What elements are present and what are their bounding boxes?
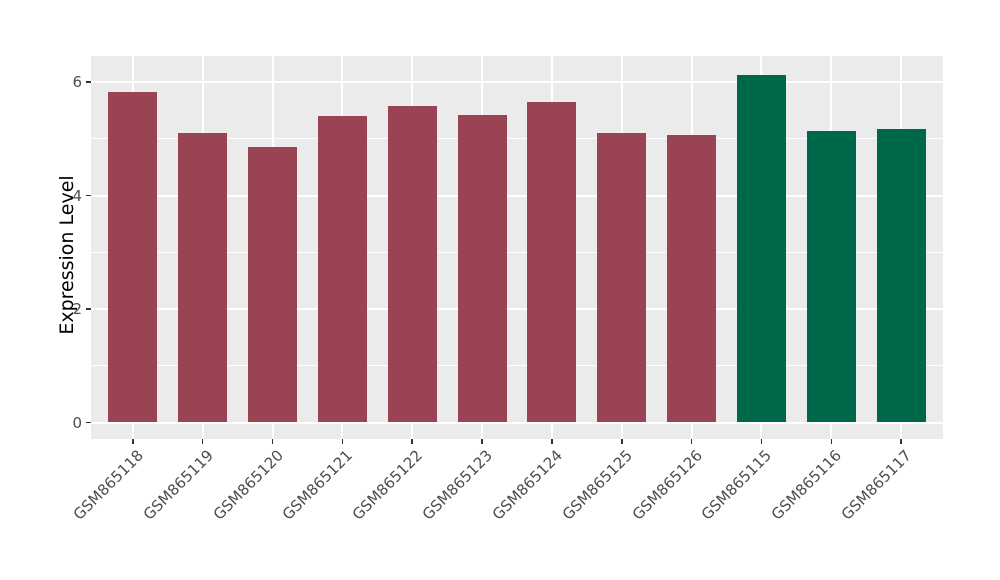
x-tick-mark-GSM865117 [900,439,902,444]
gridline-zero-overlay [91,421,943,424]
gridline-major-y6 [91,81,943,84]
x-tick-label-GSM865125: GSM865125 [558,446,636,524]
x-tick-mark-GSM865116 [830,439,832,444]
x-tick-label-GSM865122: GSM865122 [348,446,427,524]
y-tick-label-6: 6 [72,73,82,92]
x-tick-mark-GSM865125 [621,439,623,444]
x-tick-label-GSM865126: GSM865126 [628,446,706,524]
x-tick-label-GSM865116: GSM865116 [767,446,846,524]
gridline-minor-y1 [91,365,943,367]
bar-GSM865116 [806,130,856,422]
bar-GSM865121 [317,116,367,422]
x-tick-mark-GSM865120 [271,439,274,444]
bar-GSM865118 [108,91,158,422]
x-tick-mark-GSM865124 [551,439,553,444]
x-tick-mark-GSM865126 [690,439,693,444]
x-tick-label-GSM865115: GSM865115 [698,446,776,524]
x-tick-label-GSM865120: GSM865120 [209,446,287,524]
x-tick-mark-GSM865119 [201,439,204,444]
gridline-major-y2 [91,308,943,311]
x-tick-label-GSM865118: GSM865118 [69,446,147,524]
x-tick-label-GSM865117: GSM865117 [837,446,916,524]
x-tick-label-GSM865124: GSM865124 [488,446,566,524]
gridline-major-y4 [91,194,943,197]
bar-GSM865119 [178,133,228,422]
bar-GSM865125 [597,133,647,422]
x-tick-mark-GSM865122 [411,439,413,444]
x-tick-mark-GSM865115 [760,439,763,444]
y-tick-mark-6 [86,81,91,83]
y-tick-mark-0 [86,421,91,424]
bar-GSM865122 [387,105,437,422]
bar-GSM865124 [527,101,577,422]
plot-panel [91,56,943,439]
bar-GSM865123 [457,115,507,422]
gridline-minor-y5 [91,138,943,140]
x-tick-label-GSM865119: GSM865119 [139,446,217,524]
x-tick-mark-GSM865118 [132,439,134,444]
y-tick-label-0: 0 [72,413,82,432]
y-tick-label-2: 2 [72,300,82,319]
x-tick-label-GSM865123: GSM865123 [418,446,497,524]
x-tick-mark-GSM865121 [341,439,344,444]
x-tick-mark-GSM865123 [481,439,483,444]
bar-GSM865117 [876,129,926,422]
y-axis-title: Expression Level [56,175,78,335]
x-tick-label-GSM865121: GSM865121 [279,446,357,524]
y-tick-label-4: 4 [72,186,82,205]
bar-GSM865120 [248,146,297,422]
y-tick-mark-2 [86,308,91,310]
gridline-minor-y3 [91,251,943,253]
bar-GSM865115 [736,74,786,422]
bar-GSM865126 [667,135,717,422]
y-tick-mark-4 [86,194,91,197]
